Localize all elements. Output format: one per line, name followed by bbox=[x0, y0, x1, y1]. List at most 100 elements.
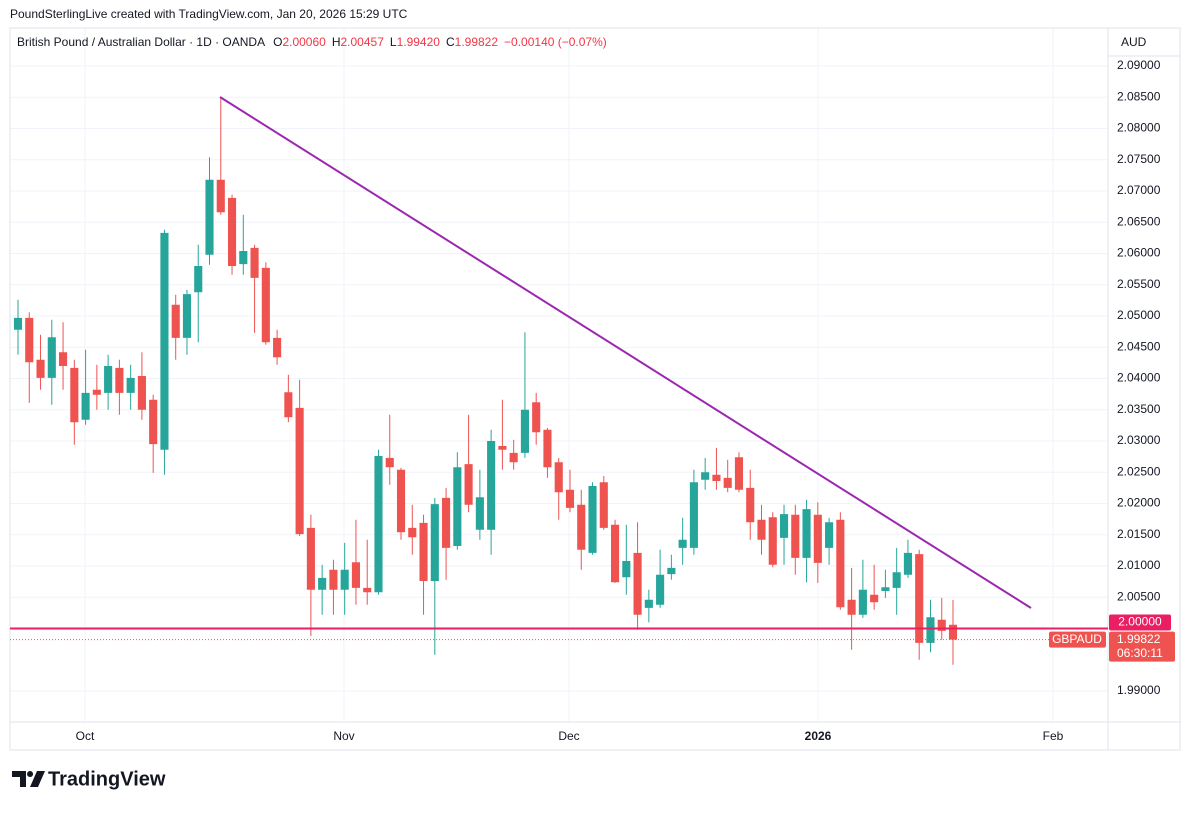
candle-body bbox=[171, 304, 180, 338]
candle-body bbox=[847, 599, 856, 615]
candle-body bbox=[712, 474, 721, 481]
y-tick-label: 2.03500 bbox=[1117, 402, 1161, 416]
ohlc-close: 1.99822 bbox=[455, 35, 499, 49]
candle-body bbox=[565, 489, 575, 508]
candle-body bbox=[813, 514, 822, 563]
candle-body bbox=[408, 527, 417, 538]
candle-body bbox=[70, 367, 79, 423]
candle-body bbox=[678, 539, 687, 548]
x-tick-label: Feb bbox=[1043, 729, 1064, 743]
candle-body bbox=[430, 504, 439, 581]
candle-body bbox=[644, 599, 653, 608]
y-tick-label: 2.06000 bbox=[1117, 246, 1161, 260]
y-tick-label: 2.08000 bbox=[1117, 121, 1161, 135]
candle-body bbox=[554, 462, 563, 493]
hline-tag bbox=[1109, 614, 1171, 631]
brand-logo bbox=[12, 771, 45, 787]
candle-body bbox=[306, 527, 315, 590]
candle-body bbox=[36, 359, 45, 378]
candle-body bbox=[633, 552, 642, 615]
candle-body bbox=[475, 497, 484, 530]
currency: AUD bbox=[1121, 35, 1147, 49]
symbol: British Pound / Australian Dollar · 1D ·… bbox=[17, 35, 265, 49]
trendline bbox=[219, 96, 1032, 609]
attribution: PoundSterlingLive created with TradingVi… bbox=[10, 7, 408, 21]
candle-body bbox=[543, 429, 552, 468]
y-tick-label: 2.05500 bbox=[1117, 277, 1161, 291]
candle-body bbox=[419, 522, 428, 581]
candle-body bbox=[858, 589, 867, 615]
candle-body bbox=[137, 376, 146, 410]
brand-name: TradingView bbox=[48, 768, 166, 790]
candle-body bbox=[464, 464, 473, 505]
symbol-line: British Pound / Australian Dollar · 1D ·… bbox=[17, 35, 607, 49]
brand: TradingView bbox=[12, 768, 166, 790]
candle-body bbox=[723, 477, 732, 488]
ohlc-high: 2.00457 bbox=[341, 35, 385, 49]
x-tick-label: Dec bbox=[558, 729, 579, 743]
candle-body bbox=[779, 514, 789, 538]
ohlc-open: 2.00060 bbox=[282, 35, 326, 49]
y-tick-label: 2.01500 bbox=[1117, 527, 1161, 541]
candle-body bbox=[273, 337, 282, 358]
candle-body bbox=[194, 266, 203, 293]
ohlc-letter: H bbox=[332, 35, 341, 49]
candle-body bbox=[453, 467, 462, 546]
candle-body bbox=[318, 577, 327, 590]
candle-body bbox=[25, 317, 34, 363]
candle-body bbox=[577, 504, 586, 550]
candle-body bbox=[104, 366, 113, 393]
y-tick-label: 2.09000 bbox=[1117, 58, 1161, 72]
candle-body bbox=[160, 232, 169, 450]
candle-body bbox=[227, 197, 237, 266]
candle-body bbox=[385, 457, 394, 468]
candle-body bbox=[351, 562, 361, 588]
ohlc-letter: L bbox=[390, 35, 397, 49]
x-tick-label: Oct bbox=[76, 729, 95, 743]
candle-body bbox=[92, 389, 101, 395]
candle-body bbox=[284, 392, 293, 418]
candle-body bbox=[239, 251, 248, 265]
x-tick-label: 2026 bbox=[805, 729, 832, 743]
candle-body bbox=[329, 569, 338, 590]
candle-body bbox=[701, 472, 710, 480]
y-tick-label: 2.07500 bbox=[1117, 152, 1161, 166]
y-tick-label: 2.08500 bbox=[1117, 89, 1161, 103]
candle-body bbox=[149, 399, 158, 445]
candle-body bbox=[532, 402, 541, 433]
candle-body bbox=[81, 392, 90, 420]
candle-body bbox=[757, 519, 766, 540]
candle-body bbox=[374, 456, 383, 593]
candle-body bbox=[667, 567, 676, 575]
grid bbox=[10, 28, 1108, 722]
candle-body bbox=[599, 482, 608, 528]
candle-body bbox=[126, 377, 135, 393]
y-tick-label: 2.01000 bbox=[1117, 558, 1161, 572]
candle-body bbox=[250, 247, 259, 278]
candle-body bbox=[892, 572, 901, 588]
candle-body bbox=[915, 554, 924, 643]
countdown: 06:30:11 bbox=[1117, 646, 1163, 660]
change: −0.00140 (−0.07%) bbox=[504, 35, 607, 49]
candles bbox=[13, 97, 958, 665]
candle-body bbox=[768, 517, 777, 565]
candle-body bbox=[791, 514, 800, 558]
candle-body bbox=[182, 294, 192, 338]
y-tick-label: 2.00500 bbox=[1117, 589, 1161, 603]
candle-body bbox=[656, 574, 665, 605]
y-tick-label: 2.06500 bbox=[1117, 214, 1161, 228]
candle-body bbox=[261, 267, 270, 343]
candle-body bbox=[937, 619, 946, 631]
candle-body bbox=[870, 594, 879, 603]
y-tick-label: 2.03000 bbox=[1117, 433, 1161, 447]
ohlc-low: 1.99420 bbox=[397, 35, 441, 49]
candle-body bbox=[588, 486, 597, 553]
hline-tag-label: 2.00000 bbox=[1118, 615, 1162, 629]
candle-body bbox=[115, 367, 124, 393]
candle-body bbox=[13, 317, 23, 330]
y-tick-label: 1.99000 bbox=[1117, 683, 1161, 697]
candle-body bbox=[610, 524, 620, 583]
candle-body bbox=[509, 452, 518, 463]
y-tick-label: 2.04000 bbox=[1117, 371, 1161, 385]
